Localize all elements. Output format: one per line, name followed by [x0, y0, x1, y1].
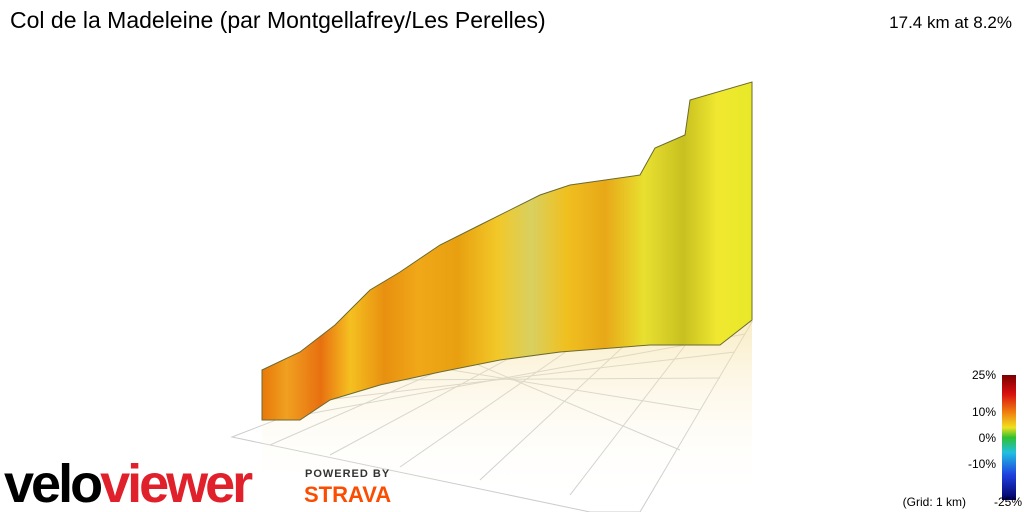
summary: 17.4 km at 8.2%: [889, 13, 1012, 32]
logo: veloviewer: [4, 454, 253, 512]
profile-wall: [261, 81, 753, 421]
color-scale: [1002, 375, 1016, 500]
profile-reflection: [262, 320, 752, 500]
powered-by: POWERED BY: [305, 468, 390, 480]
logo-suffix: viewer: [100, 454, 253, 512]
scale-label: 25%: [972, 368, 996, 382]
logo-prefix: velo: [4, 454, 101, 512]
grid-note: (Grid: 1 km): [903, 495, 966, 509]
strava: STRAVA: [304, 482, 391, 507]
scale-label: 0%: [979, 431, 997, 445]
title: Col de la Madeleine (par Montgellafrey/L…: [10, 7, 546, 33]
scale-label: -10%: [968, 457, 996, 471]
scale-label: 10%: [972, 405, 996, 419]
scale-label: -25%: [994, 495, 1022, 509]
